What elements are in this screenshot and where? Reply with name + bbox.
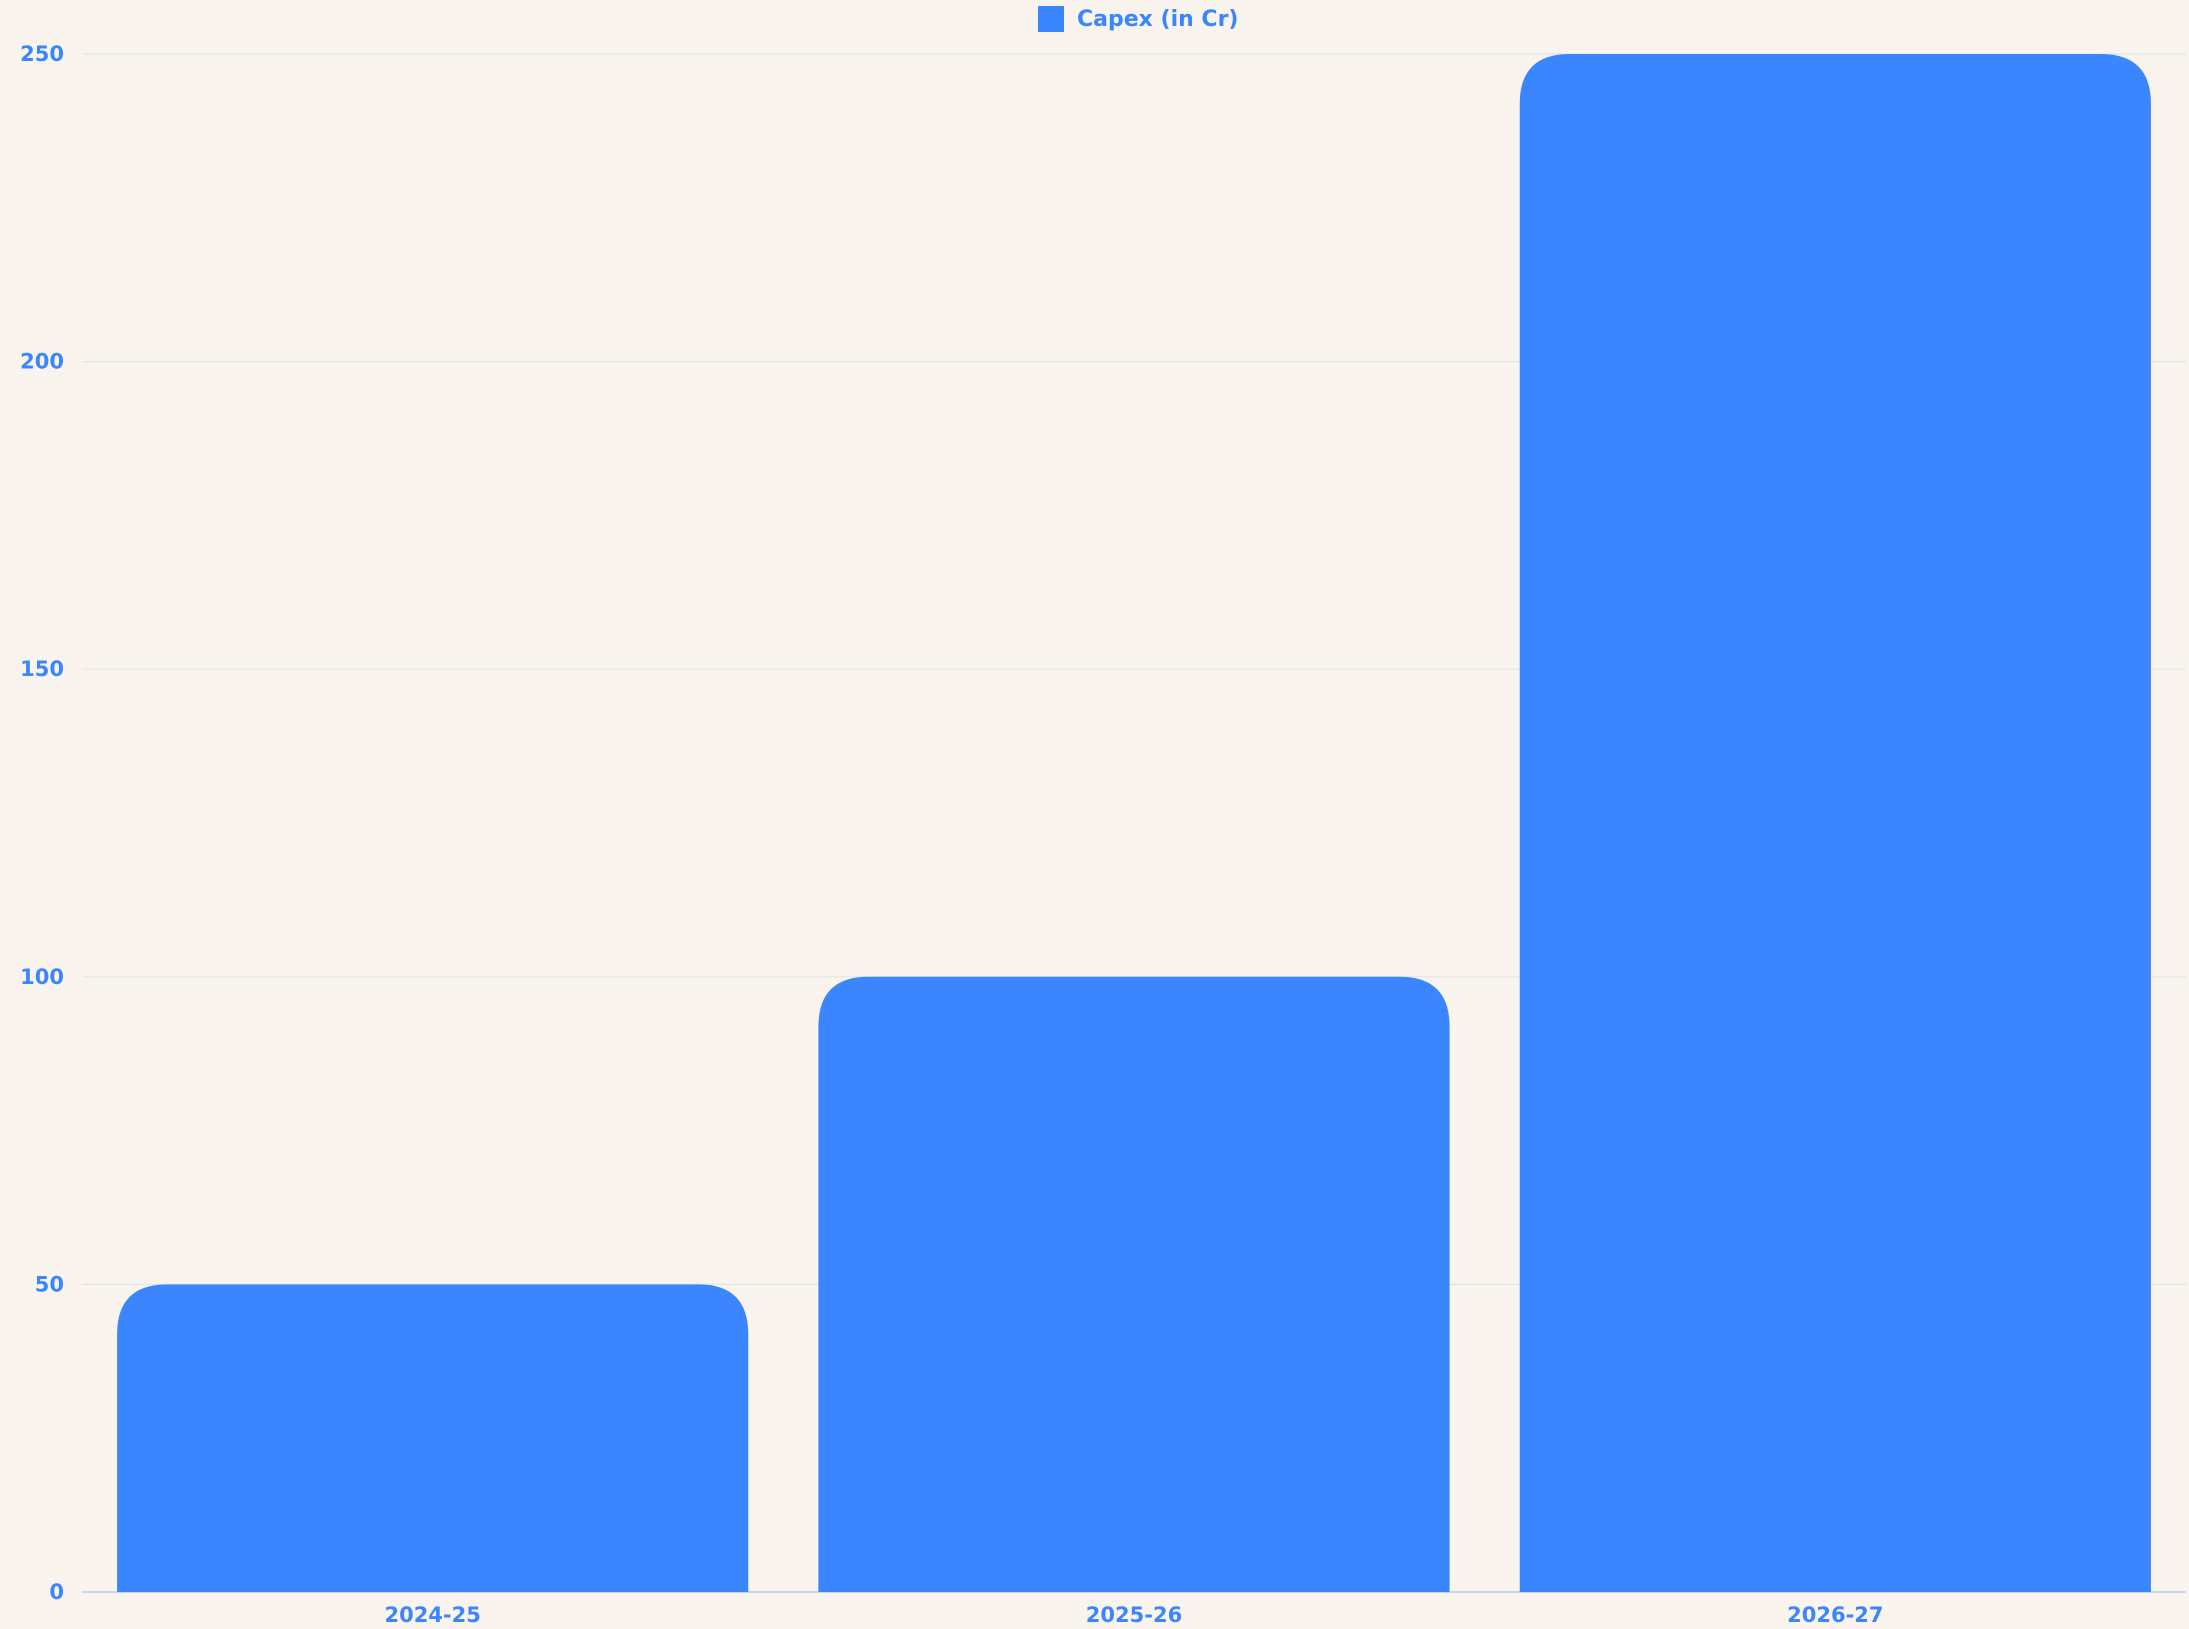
x-tick-label: 2024-25 xyxy=(384,1603,480,1627)
bar-2024-25 xyxy=(117,1284,749,1592)
y-tick-label: 200 xyxy=(20,350,64,374)
chart-legend[interactable]: Capex (in Cr) xyxy=(1038,6,1238,32)
x-tick-label: 2025-26 xyxy=(1086,1603,1182,1627)
y-tick-label: 250 xyxy=(20,42,64,66)
bar-2026-27 xyxy=(1519,54,2151,1592)
y-tick-label: 100 xyxy=(20,965,64,989)
y-tick-label: 50 xyxy=(35,1272,64,1296)
y-tick-label: 150 xyxy=(20,657,64,681)
legend-swatch xyxy=(1038,6,1064,32)
y-tick-label: 0 xyxy=(49,1580,64,1604)
legend-label: Capex (in Cr) xyxy=(1077,6,1239,32)
x-tick-label: 2026-27 xyxy=(1787,1603,1883,1627)
bar-2025-26 xyxy=(818,976,1450,1592)
